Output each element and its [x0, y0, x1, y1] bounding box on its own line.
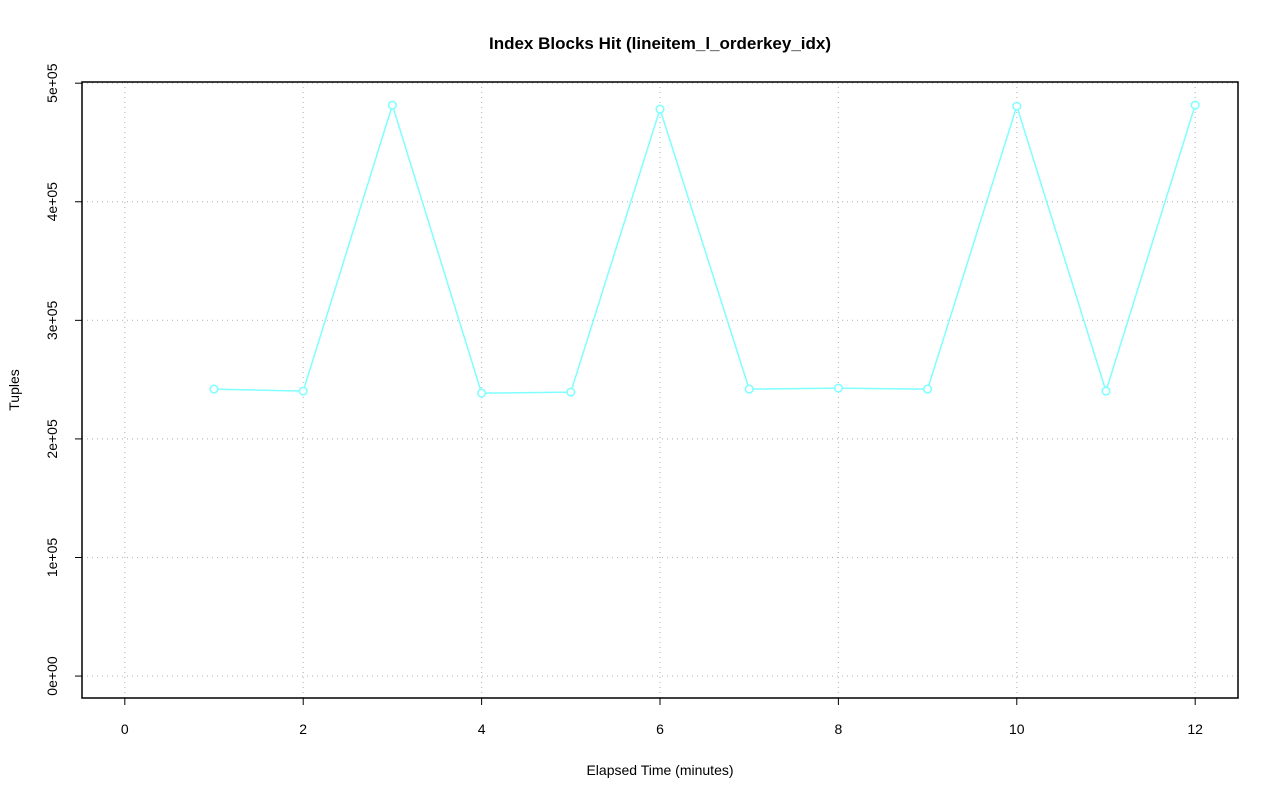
- x-tick-label: 10: [1009, 721, 1025, 737]
- plot-frame: [81, 81, 1239, 699]
- line: [213, 102, 1196, 394]
- x-tick-label: 2: [299, 721, 307, 737]
- x-tick-label: 0: [121, 721, 129, 737]
- point: [923, 384, 933, 394]
- x-axis-label: Elapsed Time (minutes): [586, 762, 733, 778]
- y-tick-label: 1e+05: [44, 538, 60, 578]
- point: [744, 384, 754, 394]
- point: [1101, 386, 1111, 396]
- point: [298, 386, 308, 396]
- x-tick-label: 12: [1187, 721, 1203, 737]
- y-tick-label: 5e+05: [44, 63, 60, 103]
- point: [655, 104, 665, 114]
- y-tick-label: 4e+05: [44, 182, 60, 222]
- y-tick-label: 0e+00: [44, 656, 60, 696]
- x-tick-label: 6: [656, 721, 664, 737]
- point: [387, 100, 397, 110]
- point: [209, 384, 219, 394]
- chart-title: Index Blocks Hit (lineitem_l_orderkey_id…: [489, 34, 831, 53]
- point: [1190, 100, 1200, 110]
- y-tick-label: 3e+05: [44, 300, 60, 340]
- y-tick-label: 2e+05: [44, 419, 60, 459]
- y-axis-label: Tuples: [6, 369, 22, 411]
- point: [477, 388, 487, 398]
- point: [566, 387, 576, 397]
- x-tick-label: 8: [834, 721, 842, 737]
- point: [1012, 101, 1022, 111]
- point: [833, 383, 843, 393]
- x-tick-label: 4: [478, 721, 486, 737]
